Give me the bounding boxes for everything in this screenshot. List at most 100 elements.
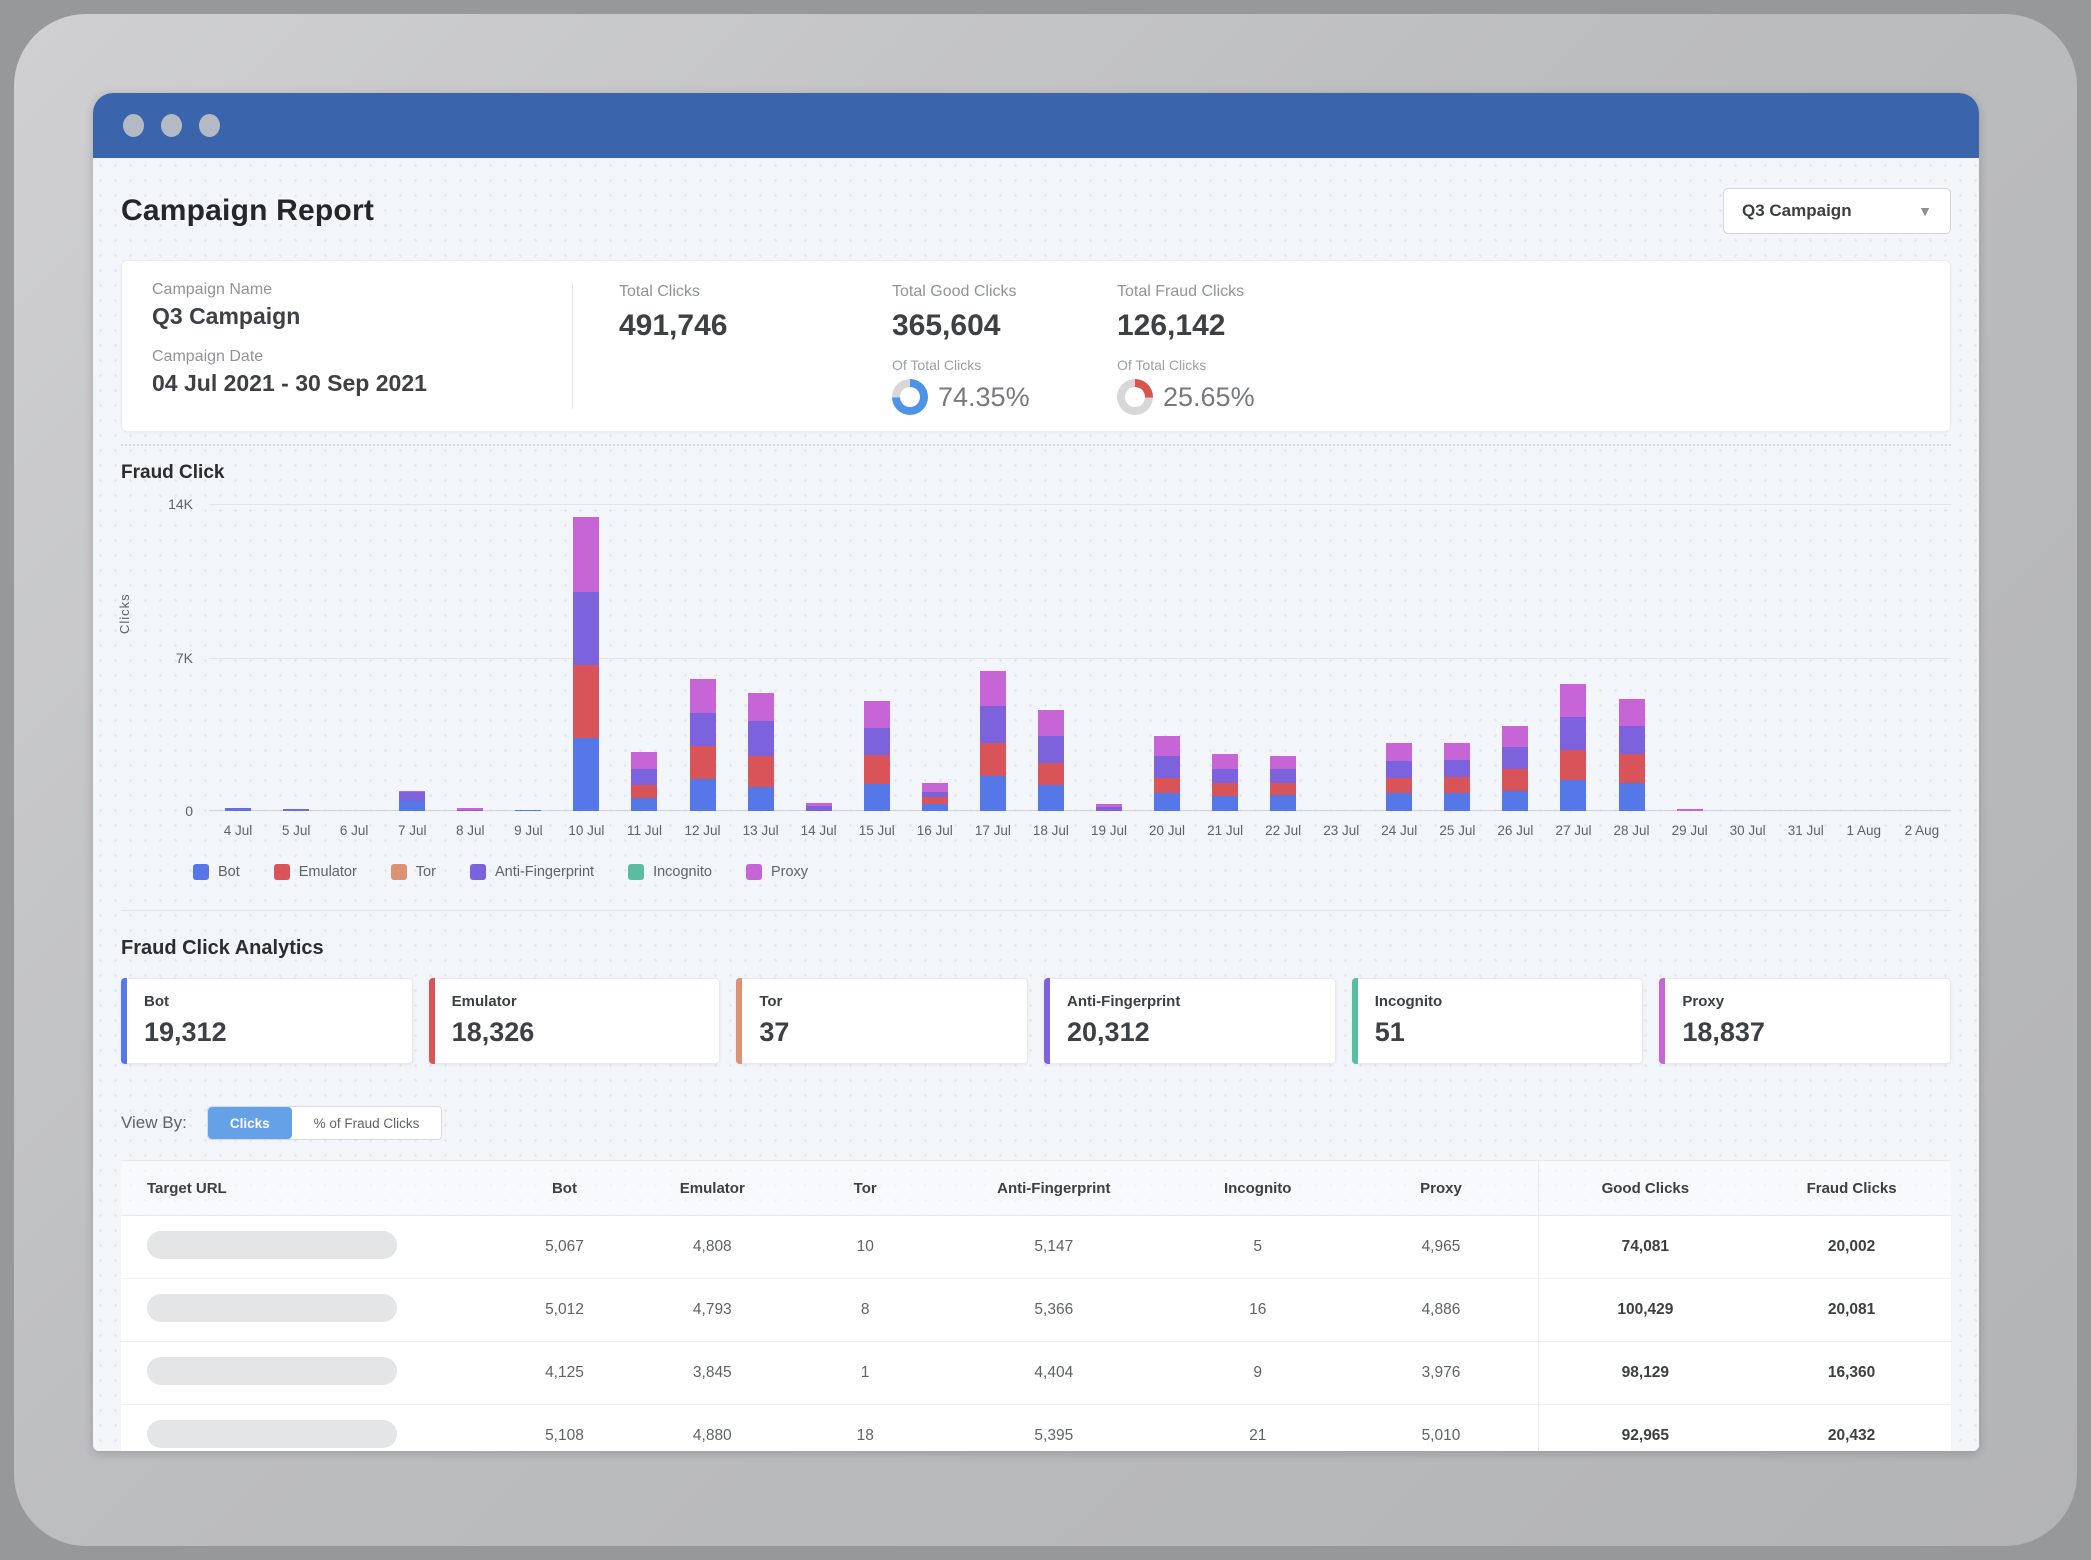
column-header-incognito[interactable]: Incognito [1171,1161,1344,1216]
bar-slot [906,504,964,811]
analytics-card-tor[interactable]: Tor37 [736,978,1028,1064]
legend-item-anti-fingerprint[interactable]: Anti-Fingerprint [470,864,594,880]
column-header-target-url[interactable]: Target URL [121,1161,498,1216]
stacked-bar-10-jul[interactable] [573,517,599,811]
chart-title: Fraud Click [121,462,1951,484]
legend-item-tor[interactable]: Tor [391,864,436,880]
column-header-bot[interactable]: Bot [498,1161,631,1216]
column-header-emulator[interactable]: Emulator [631,1161,794,1216]
campaign-date-label: Campaign Date [152,348,427,366]
stacked-bar-25-jul[interactable] [1444,743,1470,811]
bar-slot [1428,504,1486,811]
value-cell: 5 [1171,1216,1344,1279]
campaign-date-value: 04 Jul 2021 - 30 Sep 2021 [152,370,427,397]
bar-slot [1370,504,1428,811]
value-cell: 5,147 [937,1216,1171,1279]
analytics-card-emulator[interactable]: Emulator18,326 [429,978,721,1064]
stacked-bar-27-jul[interactable] [1560,684,1586,811]
value-cell: 1 [794,1342,937,1405]
stacked-bar-4-jul[interactable] [225,808,251,811]
stacked-bar-8-jul[interactable] [457,808,483,811]
bar-slot [325,504,383,811]
column-header-tor[interactable]: Tor [794,1161,937,1216]
bar-segment-emulator [631,785,657,798]
legend-item-bot[interactable]: Bot [193,864,240,880]
value-cell: 4,793 [631,1279,794,1342]
bar-slot [674,504,732,811]
stacked-bar-24-jul[interactable] [1386,743,1412,811]
stacked-bar-14-jul[interactable] [806,803,832,811]
column-header-proxy[interactable]: Proxy [1344,1161,1538,1216]
stacked-bar-12-jul[interactable] [690,679,716,811]
stacked-bar-29-jul[interactable] [1677,809,1703,811]
summary-divider [572,283,573,409]
window-dot-icon[interactable] [199,114,220,137]
bar-segment-bot [1154,793,1180,811]
stacked-bar-13-jul[interactable] [748,693,774,811]
value-cell: 20,002 [1752,1216,1951,1279]
x-tick-label: 24 Jul [1370,823,1428,838]
stacked-bar-26-jul[interactable] [1502,726,1528,812]
desktop-background: Campaign Report Q3 Campaign ▼ Campaign N… [0,0,2091,1560]
view-by-option--of-fraud-clicks[interactable]: % of Fraud Clicks [292,1107,442,1139]
analytics-card-incognito[interactable]: Incognito51 [1352,978,1644,1064]
legend-item-proxy[interactable]: Proxy [746,864,808,880]
column-header-good-clicks[interactable]: Good Clicks [1538,1161,1752,1216]
bar-segment-bot [515,810,541,811]
table-row[interactable]: 5,1084,880185,395215,01092,96520,432 [121,1405,1951,1452]
table-row[interactable]: 5,0674,808105,14754,96574,08120,002 [121,1216,1951,1279]
stacked-bar-11-jul[interactable] [631,752,657,811]
bar-segment-emulator [1212,783,1238,796]
bar-segment-emulator [1502,769,1528,791]
stacked-bar-20-jul[interactable] [1154,736,1180,811]
bar-segment-bot [690,779,716,811]
column-header-anti-fingerprint[interactable]: Anti-Fingerprint [937,1161,1171,1216]
legend-swatch-icon [391,864,407,880]
stacked-bar-17-jul[interactable] [980,671,1006,811]
target-url-cell [121,1279,498,1342]
stacked-bar-5-jul[interactable] [283,809,309,811]
legend-item-emulator[interactable]: Emulator [274,864,357,880]
stacked-bar-21-jul[interactable] [1212,754,1238,811]
analytics-card-bot[interactable]: Bot19,312 [121,978,413,1064]
bar-segment-emulator [1386,778,1412,793]
value-cell: 5,366 [937,1279,1171,1342]
bar-segment-emulator [573,665,599,737]
column-header-fraud-clicks[interactable]: Fraud Clicks [1752,1161,1951,1216]
bar-segment-anti-fingerprint [748,721,774,756]
stacked-bar-16-jul[interactable] [922,783,948,811]
value-cell: 5,010 [1344,1405,1538,1452]
x-axis-labels: 4 Jul5 Jul6 Jul7 Jul8 Jul9 Jul10 Jul11 J… [209,823,1951,838]
stacked-bar-18-jul[interactable] [1038,710,1064,811]
stacked-bar-7-jul[interactable] [399,791,425,811]
bars-container [209,504,1951,811]
stacked-bar-19-jul[interactable] [1096,804,1122,811]
bar-slot [615,504,673,811]
card-accent-bar [1659,978,1665,1064]
bar-slot [209,504,267,811]
stacked-bar-15-jul[interactable] [864,701,890,811]
stacked-bar-22-jul[interactable] [1270,756,1296,811]
view-by-control: View By: Clicks% of Fraud Clicks [121,1106,1951,1140]
campaign-selector[interactable]: Q3 Campaign ▼ [1723,188,1951,234]
x-tick-label: 29 Jul [1661,823,1719,838]
view-by-option-clicks[interactable]: Clicks [208,1107,292,1139]
window-dot-icon[interactable] [123,114,144,137]
card-value: 18,837 [1682,1017,1950,1048]
bar-segment-anti-fingerprint [1619,726,1645,755]
table-row[interactable]: 5,0124,79385,366164,886100,42920,081 [121,1279,1951,1342]
x-tick-label: 19 Jul [1080,823,1138,838]
table-row[interactable]: 4,1253,84514,40493,97698,12916,360 [121,1342,1951,1405]
legend-item-incognito[interactable]: Incognito [628,864,712,880]
fraud-clicks-donut-icon [1117,379,1153,415]
bar-slot [1312,504,1370,811]
report-content: Campaign Report Q3 Campaign ▼ Campaign N… [93,158,1979,1451]
stacked-bar-28-jul[interactable] [1619,699,1645,811]
view-by-toggle: Clicks% of Fraud Clicks [207,1106,443,1140]
value-cell: 18 [794,1405,937,1452]
analytics-card-anti-fingerprint[interactable]: Anti-Fingerprint20,312 [1044,978,1336,1064]
window-dot-icon[interactable] [161,114,182,137]
stacked-bar-9-jul[interactable] [515,810,541,811]
bar-slot [441,504,499,811]
analytics-card-proxy[interactable]: Proxy18,837 [1659,978,1951,1064]
